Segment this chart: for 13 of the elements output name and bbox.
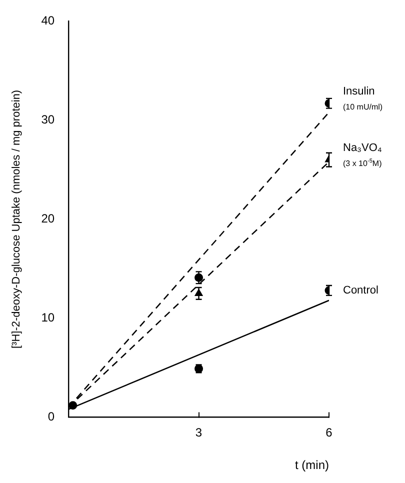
y-axis-title: [³H]-2-deoxy-D-glucose Uptake (nmoles / mg protein) — [10, 90, 23, 348]
y-tick-label: 20 — [41, 212, 55, 226]
x-tick-label: 6 — [326, 426, 333, 440]
y-tick-label: 10 — [41, 310, 55, 325]
series-label: Na₃VO₄ — [343, 142, 382, 154]
y-tick-label: 30 — [41, 112, 55, 127]
y-tick-label: 40 — [41, 14, 55, 28]
x-axis-title: t (min) — [295, 458, 329, 472]
annotation: (10 mU/ml) — [343, 102, 383, 112]
series-label: Insulin — [343, 85, 375, 98]
series-label: Control — [343, 284, 378, 297]
x-tick-label: 3 — [195, 426, 202, 440]
y-tick-label: 0 — [48, 410, 55, 424]
